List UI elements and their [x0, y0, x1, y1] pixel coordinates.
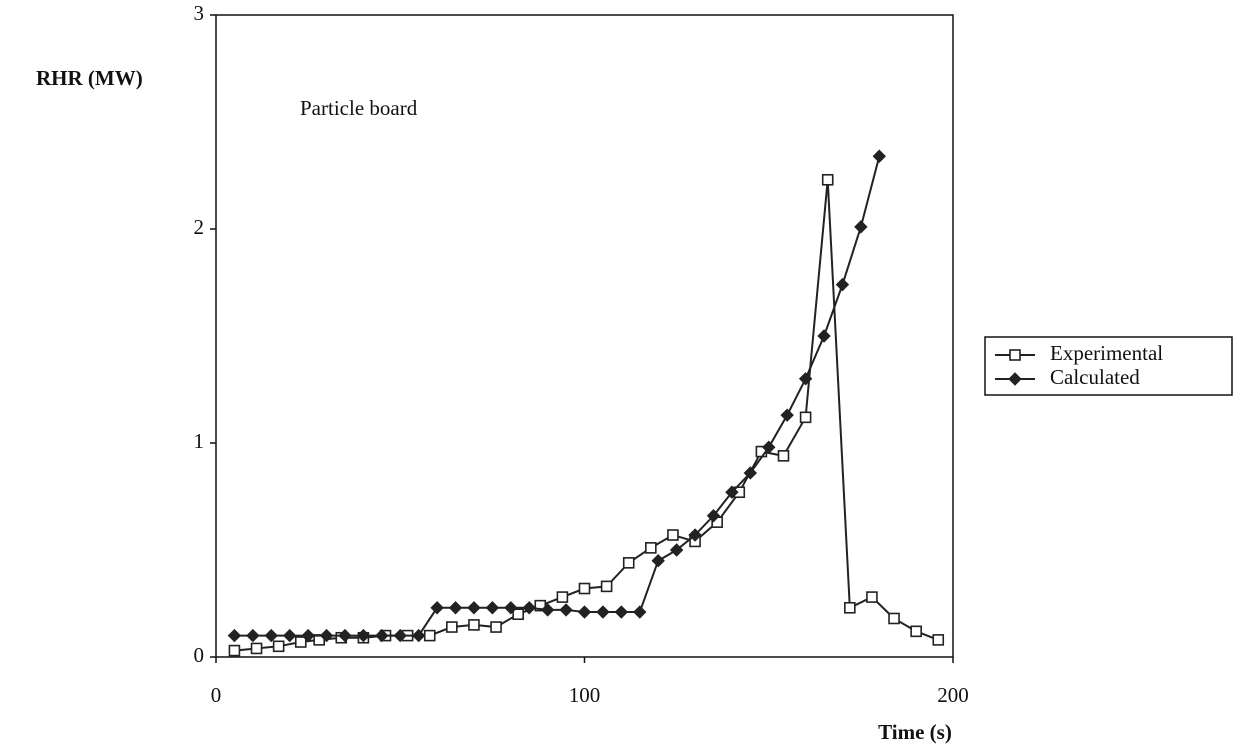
marker — [294, 636, 307, 648]
marker — [467, 601, 481, 615]
marker — [393, 628, 407, 643]
legend-marker — [1008, 372, 1022, 386]
marker — [356, 628, 371, 643]
marker — [282, 628, 297, 643]
marker — [821, 173, 834, 186]
marker — [622, 557, 635, 569]
marker — [798, 372, 813, 386]
y-tick-label: 3 — [194, 1, 205, 25]
marker — [228, 644, 241, 657]
x-tick-label: 200 — [937, 683, 969, 707]
series-line — [234, 155, 881, 637]
y-tick-label: 1 — [194, 429, 205, 453]
marker — [614, 605, 629, 619]
marker — [645, 542, 657, 554]
marker — [667, 529, 679, 541]
marker — [522, 601, 536, 615]
marker — [430, 601, 444, 615]
marker — [777, 450, 790, 462]
legend-marker — [1009, 349, 1021, 361]
y-tick-label: 2 — [194, 215, 205, 239]
legend-box — [984, 336, 1233, 396]
marker — [596, 605, 610, 619]
legend-label: Calculated — [1050, 365, 1140, 389]
x-axis-label: Time (s) — [878, 720, 952, 744]
marker — [301, 628, 315, 643]
marker — [844, 601, 856, 614]
marker — [250, 642, 263, 655]
marker — [600, 580, 613, 593]
marker — [448, 601, 463, 615]
marker — [246, 628, 260, 643]
marker — [272, 640, 285, 653]
y-axis-label: RHR (MW) — [36, 66, 143, 90]
marker — [319, 628, 334, 643]
y-tick-label: 0 — [194, 643, 205, 667]
marker — [817, 329, 831, 343]
marker — [227, 628, 242, 643]
marker — [578, 582, 591, 595]
marker — [910, 625, 922, 638]
marker — [706, 509, 721, 523]
marker — [762, 440, 776, 454]
marker — [888, 612, 900, 625]
marker — [468, 619, 480, 631]
marker — [866, 591, 878, 603]
marker — [559, 603, 573, 617]
marker — [688, 528, 702, 542]
marker — [423, 629, 436, 642]
legend-label: Experimental — [1050, 341, 1163, 365]
marker — [780, 408, 794, 422]
marker — [669, 543, 684, 557]
marker — [490, 621, 502, 633]
marker — [872, 149, 887, 163]
marker — [835, 277, 850, 292]
marker — [375, 628, 389, 643]
marker — [504, 601, 518, 615]
marker — [485, 601, 500, 615]
annotation: Particle board — [300, 96, 418, 120]
marker — [577, 605, 592, 619]
marker — [799, 411, 812, 424]
marker — [556, 591, 569, 603]
marker — [743, 466, 758, 480]
x-tick-label: 0 — [211, 683, 222, 707]
x-tick-label: 100 — [569, 683, 601, 707]
marker — [411, 628, 426, 643]
marker — [932, 634, 945, 646]
series-line — [234, 179, 939, 652]
marker — [633, 605, 647, 619]
marker — [725, 485, 739, 499]
marker — [651, 553, 665, 568]
marker — [446, 621, 458, 633]
marker — [512, 608, 524, 621]
marker — [264, 628, 278, 643]
marker — [540, 603, 555, 617]
marker — [338, 628, 352, 643]
marker — [854, 220, 868, 234]
